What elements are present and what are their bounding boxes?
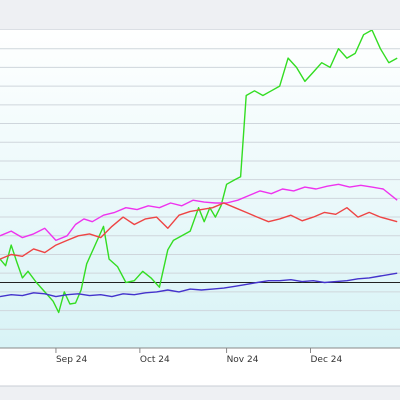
x-tick-label: Sep 24 xyxy=(56,355,88,365)
plot-area xyxy=(0,30,400,348)
x-tick-label: Oct 24 xyxy=(140,355,170,365)
series-line-1 xyxy=(0,183,398,242)
x-tick-label: Dec 24 xyxy=(310,355,342,365)
series-layer xyxy=(0,30,398,314)
x-tick-label: Nov 24 xyxy=(227,355,259,365)
grid xyxy=(0,48,400,330)
series-line-3 xyxy=(0,272,398,298)
x-axis: Sep 24 Oct 24 Nov 24 Dec 24 xyxy=(55,348,342,365)
series-line-2 xyxy=(0,202,398,260)
series-line-0 xyxy=(0,30,398,314)
